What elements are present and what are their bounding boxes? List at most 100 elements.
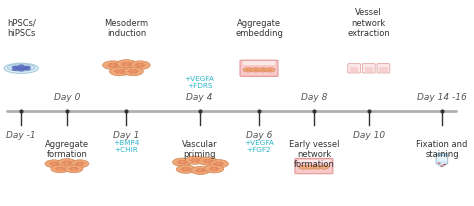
Circle shape [132, 71, 135, 73]
Circle shape [113, 67, 117, 68]
Circle shape [118, 71, 121, 73]
Circle shape [202, 161, 206, 162]
Ellipse shape [8, 64, 35, 72]
Circle shape [123, 68, 143, 76]
Circle shape [177, 162, 180, 163]
Circle shape [182, 160, 186, 162]
Circle shape [204, 162, 208, 164]
Circle shape [319, 165, 329, 169]
Circle shape [57, 167, 60, 168]
Circle shape [76, 162, 80, 163]
Circle shape [210, 167, 214, 168]
Circle shape [190, 160, 193, 161]
Circle shape [197, 171, 201, 173]
Circle shape [119, 70, 123, 71]
Circle shape [127, 65, 130, 67]
Circle shape [54, 165, 57, 166]
Circle shape [208, 159, 211, 161]
Circle shape [195, 158, 199, 160]
Circle shape [20, 67, 27, 70]
Text: +VEGFA
+FGF2: +VEGFA +FGF2 [244, 139, 274, 152]
Circle shape [140, 64, 144, 65]
Circle shape [121, 71, 125, 73]
Circle shape [135, 65, 138, 67]
Circle shape [11, 66, 19, 69]
Circle shape [129, 73, 133, 74]
Circle shape [219, 165, 222, 166]
Circle shape [254, 70, 257, 71]
Circle shape [243, 68, 253, 73]
Circle shape [191, 161, 195, 163]
Circle shape [216, 168, 219, 170]
Circle shape [107, 65, 110, 67]
Circle shape [60, 167, 64, 168]
Circle shape [213, 163, 217, 165]
Circle shape [140, 67, 144, 68]
Circle shape [186, 167, 190, 169]
Circle shape [111, 65, 114, 66]
Circle shape [182, 163, 186, 164]
Circle shape [62, 162, 65, 163]
Text: Day 0: Day 0 [54, 92, 80, 101]
Circle shape [109, 68, 129, 76]
Circle shape [204, 159, 208, 161]
Circle shape [57, 170, 60, 171]
Circle shape [71, 160, 89, 168]
Circle shape [102, 62, 123, 70]
Circle shape [176, 165, 195, 173]
Circle shape [139, 65, 141, 66]
Text: Day 6: Day 6 [246, 130, 272, 139]
Bar [298, 160, 329, 163]
Circle shape [74, 170, 77, 171]
Circle shape [215, 165, 219, 166]
Circle shape [186, 170, 190, 171]
Circle shape [201, 171, 204, 173]
Circle shape [215, 162, 219, 163]
Text: Vascular
priming: Vascular priming [182, 139, 218, 158]
Text: Mesoderm
induction: Mesoderm induction [104, 19, 148, 38]
Circle shape [209, 168, 212, 170]
Circle shape [313, 165, 322, 169]
Text: Early vessel
network
formation: Early vessel network formation [289, 139, 339, 169]
Circle shape [185, 156, 205, 165]
Circle shape [76, 165, 80, 166]
Bar [365, 68, 373, 73]
Circle shape [133, 73, 137, 74]
Circle shape [299, 165, 308, 169]
Circle shape [64, 163, 67, 165]
Text: Day 8: Day 8 [301, 92, 327, 101]
Bar [243, 62, 275, 65]
Circle shape [195, 170, 199, 171]
Circle shape [209, 160, 228, 168]
Circle shape [207, 161, 209, 162]
Circle shape [113, 64, 117, 65]
Circle shape [115, 65, 118, 67]
Circle shape [80, 162, 83, 163]
Circle shape [55, 168, 58, 170]
Circle shape [135, 71, 139, 73]
Circle shape [198, 157, 218, 165]
Circle shape [133, 70, 137, 71]
Circle shape [185, 169, 187, 170]
FancyBboxPatch shape [377, 64, 390, 74]
Bar [350, 68, 358, 73]
Circle shape [73, 169, 75, 170]
Text: Day 10: Day 10 [353, 130, 385, 139]
FancyBboxPatch shape [348, 64, 361, 74]
Polygon shape [437, 161, 447, 166]
Circle shape [116, 73, 119, 74]
Circle shape [210, 161, 213, 162]
Bar [436, 153, 448, 156]
Circle shape [45, 160, 63, 168]
Text: Fixation and
staining: Fixation and staining [416, 139, 468, 158]
Circle shape [114, 71, 118, 73]
Circle shape [219, 162, 222, 163]
Circle shape [179, 163, 182, 164]
Circle shape [268, 70, 272, 71]
Circle shape [195, 161, 199, 163]
Circle shape [66, 162, 68, 163]
Circle shape [51, 162, 54, 163]
Circle shape [116, 60, 137, 69]
Circle shape [261, 70, 264, 71]
Circle shape [62, 168, 65, 170]
